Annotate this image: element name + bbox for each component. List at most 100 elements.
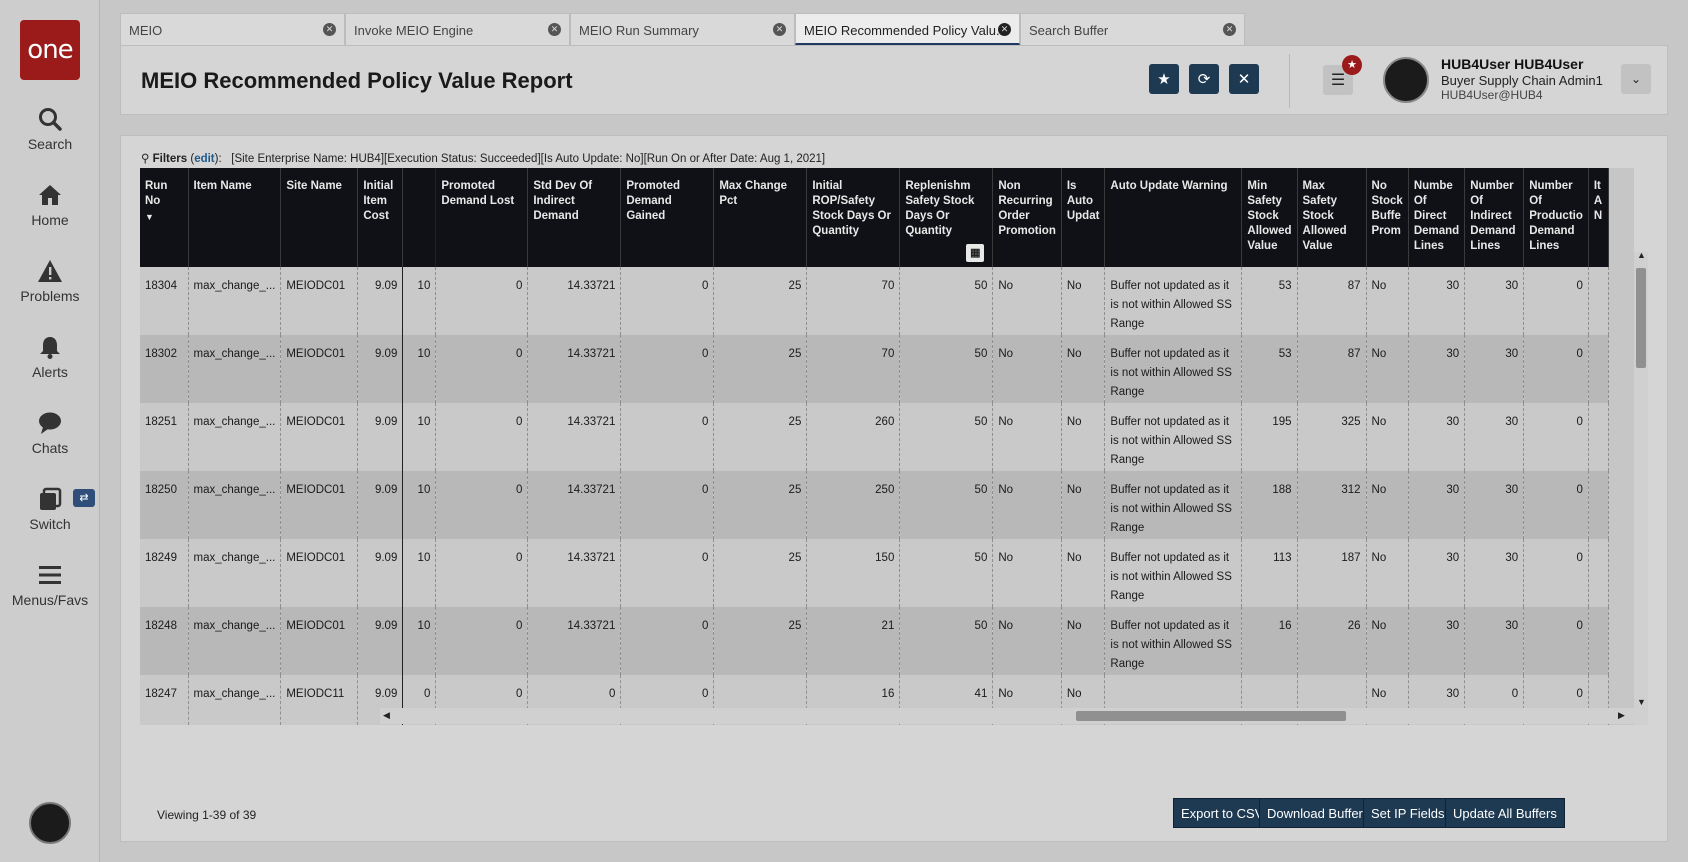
table-cell: 53 bbox=[1241, 335, 1298, 403]
column-header[interactable]: Promoted Demand Lost bbox=[435, 168, 529, 267]
nav-home-label: Home bbox=[31, 212, 69, 228]
table-cell: 312 bbox=[1297, 471, 1367, 539]
column-header[interactable]: It A N bbox=[1588, 168, 1609, 267]
star-icon: ★ bbox=[1157, 71, 1171, 88]
table-cell: 260 bbox=[806, 403, 901, 471]
column-header[interactable]: Std Dev Of Indirect Demand bbox=[527, 168, 622, 267]
table-cell: MEIODC01 bbox=[280, 607, 359, 675]
horizontal-scroll-thumb[interactable] bbox=[1076, 711, 1346, 721]
table-cell bbox=[1588, 267, 1609, 335]
nav-home[interactable]: Home bbox=[0, 182, 100, 228]
tab-meio-run-summary[interactable]: MEIO Run Summary ✕ bbox=[570, 13, 795, 45]
column-header[interactable] bbox=[402, 168, 437, 267]
download-buffer-button[interactable]: Download Buffer bbox=[1259, 798, 1371, 828]
column-header[interactable]: Is Auto Updat bbox=[1061, 168, 1106, 267]
table-row[interactable]: 18251 max_change_... MEIODC01 9.09 10 0 14.337… bbox=[140, 403, 1609, 471]
tab-search-buffer[interactable]: Search Buffer ✕ bbox=[1020, 13, 1245, 45]
table-cell: 25 bbox=[713, 267, 808, 335]
table-cell: No bbox=[1061, 335, 1106, 403]
column-header[interactable]: Numbe Of Direct Demand Lines bbox=[1408, 168, 1466, 267]
table-cell: Buffer not updated as it is not within A… bbox=[1104, 335, 1243, 403]
column-header[interactable]: Non Recurring Order Promotion bbox=[992, 168, 1062, 267]
update-all-buffers-button[interactable]: Update All Buffers bbox=[1445, 798, 1565, 828]
column-header[interactable]: No Stock Buffe Prom bbox=[1366, 168, 1409, 267]
set-ip-fields-button[interactable]: Set IP Fields bbox=[1363, 798, 1453, 828]
horizontal-scrollbar[interactable]: ◀ ▶ bbox=[380, 708, 1634, 724]
user-dropdown-button[interactable]: ⌄ bbox=[1621, 64, 1651, 94]
table-cell: 21 bbox=[806, 607, 901, 675]
tab-meio[interactable]: MEIO ✕ bbox=[120, 13, 345, 45]
close-icon[interactable]: ✕ bbox=[773, 23, 786, 36]
app-logo[interactable]: one bbox=[20, 20, 80, 80]
nav-problems[interactable]: Problems bbox=[0, 258, 100, 304]
column-header[interactable]: Min Safety Stock Allowed Value bbox=[1241, 168, 1298, 267]
column-header[interactable]: Site Name bbox=[280, 168, 359, 267]
column-header-label: Number Of Indirect Demand Lines bbox=[1470, 180, 1516, 252]
vertical-scroll-thumb[interactable] bbox=[1636, 268, 1646, 368]
close-icon[interactable]: ✕ bbox=[323, 23, 336, 36]
nav-alerts-label: Alerts bbox=[32, 364, 68, 380]
column-header-label: It A N bbox=[1593, 180, 1603, 222]
close-icon[interactable]: ✕ bbox=[1223, 23, 1236, 36]
table-cell: 25 bbox=[713, 471, 808, 539]
filters-edit-link[interactable]: edit bbox=[194, 153, 215, 165]
column-header-label: Promoted Demand Lost bbox=[441, 180, 515, 207]
column-header[interactable]: Run No ▼ bbox=[140, 168, 189, 267]
profile-avatar[interactable] bbox=[29, 802, 71, 844]
nav-alerts[interactable]: Alerts bbox=[0, 334, 100, 380]
table-cell: 0 bbox=[620, 335, 715, 403]
nav-menus[interactable]: Menus/Favs bbox=[0, 562, 100, 608]
favorites-menu-button[interactable]: ☰ bbox=[1323, 65, 1353, 95]
nav-chats-label: Chats bbox=[31, 440, 69, 456]
column-header[interactable]: Number Of Indirect Demand Lines bbox=[1464, 168, 1525, 267]
table-row[interactable]: 18304 max_change_... MEIODC01 9.09 10 0 14.337… bbox=[140, 267, 1609, 335]
favorite-button[interactable]: ★ bbox=[1149, 64, 1179, 94]
table-cell: 0 bbox=[435, 539, 529, 607]
close-page-button[interactable]: ✕ bbox=[1229, 64, 1259, 94]
column-header[interactable]: Replenishm Safety Stock Days Or Quantity… bbox=[899, 168, 994, 267]
close-icon[interactable]: ✕ bbox=[548, 23, 561, 36]
table-cell: Buffer not updated as it is not within A… bbox=[1104, 539, 1243, 607]
table-cell: MEIODC01 bbox=[280, 403, 359, 471]
export-csv-button[interactable]: Export to CSV bbox=[1173, 798, 1272, 828]
table-cell: 0 bbox=[620, 607, 715, 675]
table-cell: 0 bbox=[620, 539, 715, 607]
scroll-down-arrow-icon[interactable]: ▼ bbox=[1637, 697, 1646, 707]
column-header-label: Number Of Productio Demand Lines bbox=[1529, 180, 1583, 252]
column-header[interactable]: Initial Item Cost bbox=[357, 168, 404, 267]
user-id: HUB4User@HUB4 bbox=[1441, 88, 1543, 102]
nav-switch[interactable]: Switch bbox=[0, 486, 100, 532]
scroll-left-arrow-icon[interactable]: ◀ bbox=[383, 710, 390, 720]
column-header[interactable]: Max Safety Stock Allowed Value bbox=[1297, 168, 1367, 267]
tab-invoke-meio-engine[interactable]: Invoke MEIO Engine ✕ bbox=[345, 13, 570, 45]
close-icon[interactable]: ✕ bbox=[998, 23, 1011, 36]
column-header[interactable]: Max Change Pct bbox=[713, 168, 808, 267]
refresh-button[interactable]: ⟳ bbox=[1189, 64, 1219, 94]
column-header[interactable]: Auto Update Warning bbox=[1104, 168, 1243, 267]
table-cell: MEIODC11 bbox=[280, 675, 359, 725]
scroll-right-arrow-icon[interactable]: ▶ bbox=[1618, 710, 1625, 720]
column-header[interactable]: Item Name bbox=[188, 168, 282, 267]
report-table: Run No ▼ Item Name Site Name Initial Item Co… bbox=[140, 168, 1609, 725]
nav-search[interactable]: Search bbox=[0, 106, 100, 152]
header-divider bbox=[1289, 54, 1290, 108]
tab-meio-recommended-policy[interactable]: MEIO Recommended Policy Valu... ✕ bbox=[795, 13, 1020, 45]
tab-label: MEIO Recommended Policy Valu... bbox=[804, 23, 1007, 38]
table-row[interactable]: 18250 max_change_... MEIODC01 9.09 10 0 14.337… bbox=[140, 471, 1609, 539]
scroll-up-arrow-icon[interactable]: ▲ bbox=[1637, 250, 1646, 260]
column-header-label: Non Recurring Order Promotion bbox=[998, 180, 1056, 237]
column-header[interactable]: Promoted Demand Gained bbox=[620, 168, 715, 267]
table-cell: Buffer not updated as it is not within A… bbox=[1104, 607, 1243, 675]
sort-desc-icon[interactable]: ▼ bbox=[145, 212, 154, 222]
table-cell: 50 bbox=[899, 403, 994, 471]
user-avatar[interactable] bbox=[1383, 57, 1429, 103]
nav-chats[interactable]: Chats bbox=[0, 410, 100, 456]
table-row[interactable]: 18249 max_change_... MEIODC01 9.09 10 0 14.337… bbox=[140, 539, 1609, 607]
column-header[interactable]: Number Of Productio Demand Lines bbox=[1523, 168, 1589, 267]
table-row[interactable]: 18248 max_change_... MEIODC01 9.09 10 0 14.337… bbox=[140, 607, 1609, 675]
column-chooser-icon[interactable]: ▦ bbox=[966, 244, 985, 262]
table-row[interactable]: 18302 max_change_... MEIODC01 9.09 10 0 14.337… bbox=[140, 335, 1609, 403]
switch-arrows-icon[interactable]: ⇄ bbox=[73, 489, 95, 507]
column-header[interactable]: Initial ROP/Safety Stock Days Or Quantit… bbox=[806, 168, 901, 267]
vertical-scrollbar[interactable]: ▲ ▼ bbox=[1634, 250, 1648, 725]
